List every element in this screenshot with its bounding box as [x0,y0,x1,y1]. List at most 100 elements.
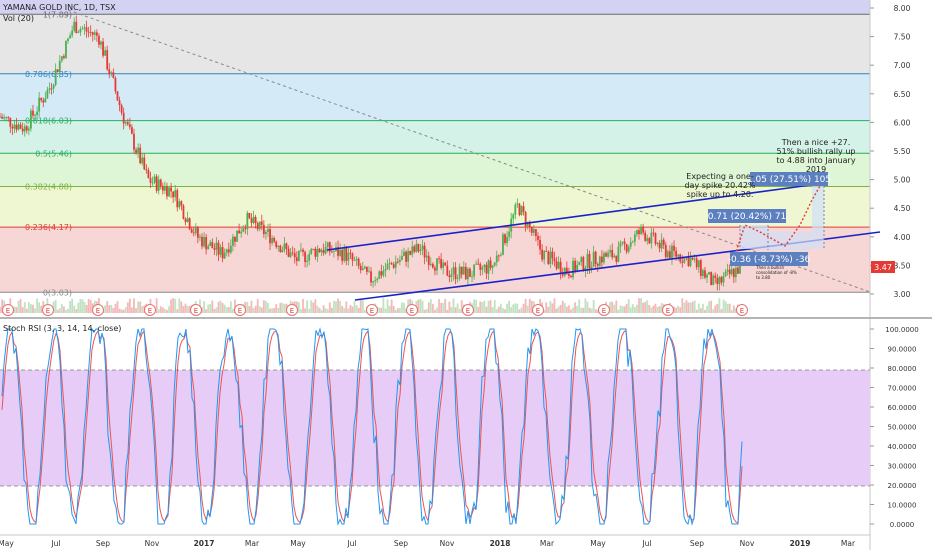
volume-bar [510,307,513,313]
volume-bar [551,303,554,313]
volume-bar [516,303,519,313]
candle-body [623,241,626,245]
volume-bar [180,301,183,313]
earnings-marker[interactable]: E [190,304,202,316]
candle-body [600,256,603,263]
candle-body [398,259,401,263]
candle-body [689,257,692,267]
volume-bar [232,308,234,313]
candle-body [681,261,684,263]
volume-bar [512,304,515,313]
candle-body [110,72,113,75]
volume-bar [648,304,651,313]
earnings-marker[interactable]: E [406,304,418,316]
candle-body [225,249,228,253]
small-note-box: Then a bullish consolidation of -8% to 3… [756,265,797,280]
candle-body [126,122,129,125]
candle-body [7,117,10,118]
earnings-marker[interactable]: E [532,304,544,316]
volume-bar [710,300,713,313]
volume-bar [691,301,694,313]
volume-bar [186,305,189,313]
volume-bar [131,307,133,313]
candle-body [320,250,323,253]
price-tick-label: 6.00 [894,118,911,127]
candle-body [289,252,292,257]
forecast-note-box: Expecting a one-day spike 20.42% spike u… [684,172,756,199]
volume-bar [677,305,680,313]
stoch-rsi-lines [1,327,743,526]
volume-bar [489,300,492,313]
volume-bar [590,308,593,313]
volume-bar [207,304,210,313]
candle-body [374,280,377,282]
forecast-note: Expecting a one-day spike 20.42% spike u… [684,172,756,199]
earnings-marker[interactable]: E [144,304,156,316]
candle-body [530,227,533,233]
candle-body [83,27,86,29]
volume-bar [660,302,663,313]
volume-bar [704,309,706,313]
volume-bar [586,301,589,313]
price-tick-label: 3.00 [894,290,911,299]
candle-body [388,263,391,265]
volume-bar [65,309,67,313]
earnings-marker[interactable]: E [598,304,610,316]
candle-body [502,234,504,255]
volume-bar [223,304,226,313]
candle-body [0,116,1,118]
candle-body [666,251,669,258]
candle-body [592,251,595,267]
candle-body [405,251,407,262]
earnings-marker[interactable]: E [2,304,14,316]
rally-note: Then a nice +27. 51% bullish rally up to… [776,138,856,174]
earnings-marker[interactable]: E [736,304,748,316]
volume-bar [170,299,172,313]
volume-bar [178,298,181,313]
small-note: Then a bullish consolidation of -8% to 3… [756,265,797,280]
candle-body [401,256,403,260]
volume-bar [617,309,620,313]
candle-body [217,242,220,255]
earnings-marker[interactable]: E [462,304,474,316]
volume-bar [708,301,710,313]
earnings-marker[interactable]: E [92,304,104,316]
volume-bar [116,301,119,313]
volume-bar [77,302,80,313]
volume-bar [596,309,599,313]
rsi-tick-label: 30.0000 [888,463,917,471]
volume-bar [629,307,632,313]
volume-bar [60,304,63,313]
candle-body [254,216,257,224]
candle-body [551,251,554,259]
earnings-marker[interactable]: E [234,304,246,316]
earnings-marker[interactable]: E [662,304,674,316]
candle-body [17,124,20,130]
forecast-path [734,185,821,256]
candle-body [186,218,189,222]
candle-body [627,246,630,252]
earnings-marker[interactable]: E [366,304,378,316]
volume-bar [306,300,309,313]
candle-body [112,72,115,79]
volume-bar [701,303,704,313]
candle-body [638,230,640,235]
fib-label-0: 1(7.89) [43,10,72,19]
candle-body [471,276,473,278]
earnings-marker[interactable]: E [42,304,54,316]
volume-bar [359,298,362,313]
candle-body [40,97,43,101]
candle-body [394,261,397,268]
volume-bar [479,301,482,313]
volume-bar [530,300,533,313]
candle-body [576,264,579,272]
candle-body [662,239,665,245]
candle-body [355,258,358,261]
earnings-marker[interactable]: E [286,304,298,316]
candle-body [539,239,541,250]
time-tick-label: 2018 [490,539,511,548]
volume-bar [25,308,28,313]
candle-body [615,255,618,262]
